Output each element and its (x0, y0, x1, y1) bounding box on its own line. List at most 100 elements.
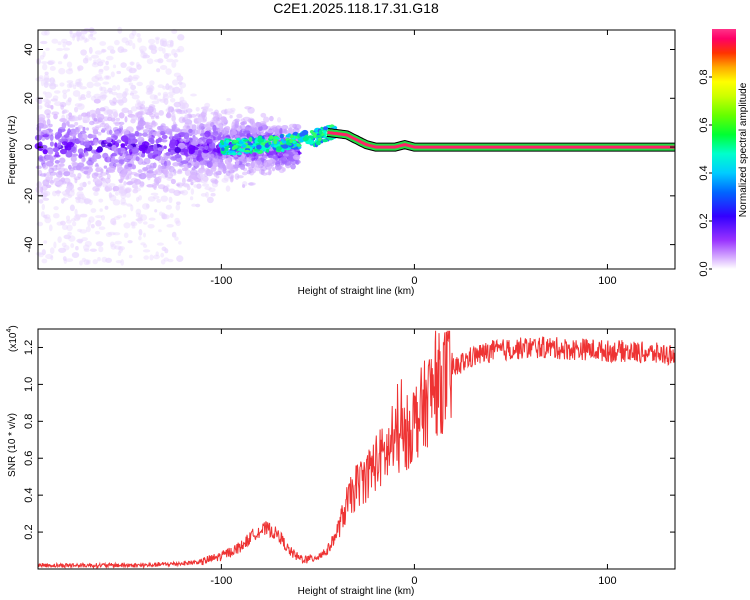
spectrogram-cell (35, 251, 43, 256)
spectrogram-cell (98, 198, 104, 203)
spectrogram-cell (117, 251, 122, 257)
spectrogram-cell (52, 79, 56, 85)
spectrogram-cell (154, 112, 160, 119)
spectrogram-cell (156, 198, 162, 203)
spectrogram-cell (245, 145, 251, 149)
spectrogram-cell (136, 125, 144, 130)
spectrogram-cell (153, 173, 157, 179)
spectrogram-cell (289, 135, 295, 138)
spectrogram-cell (222, 167, 227, 174)
spectrogram-cell (110, 218, 117, 225)
spectrogram-cell (263, 159, 267, 167)
spectrogram-cell (85, 259, 91, 263)
spectrogram-cell (92, 186, 100, 192)
spectrogram-cell (150, 48, 157, 55)
spectrogram-cell (156, 68, 161, 73)
spectrogram-cell (90, 208, 97, 213)
spectrogram-cell (117, 46, 125, 53)
spectrogram-cell (172, 86, 181, 94)
spectrogram-cell (283, 128, 288, 134)
spectrogram-cell (76, 34, 80, 42)
spectrogram-cell (228, 173, 235, 180)
spectrogram-cell (54, 101, 62, 107)
spectrogram-cell (171, 124, 177, 129)
spectrogram-cell (60, 220, 66, 226)
spectrogram-cell (63, 234, 72, 240)
spectrogram-cell (171, 48, 177, 56)
spectrogram-cell (196, 183, 202, 189)
spectrogram-cell (188, 148, 195, 155)
spectrogram-cell (83, 152, 89, 157)
spectrogram-cell (249, 129, 254, 133)
spectrogram-cell (260, 166, 268, 172)
spectrogram-cell (164, 98, 169, 105)
colorbar-tick-label: 0.4 (698, 165, 710, 180)
spectrogram-cell (142, 167, 149, 171)
spectrogram-cell (82, 166, 90, 170)
spectrogram-cell (130, 84, 137, 91)
spectrogram-cell (151, 120, 156, 125)
spectrogram-cell (61, 38, 68, 44)
spectrogram-cell (215, 175, 220, 179)
spectrogram-cell (120, 198, 126, 204)
spectrogram-cell (280, 138, 284, 142)
spectrogram-cell (110, 49, 116, 54)
spectrogram-cell (186, 185, 191, 191)
spectrogram-cell (44, 102, 50, 108)
spectrogram-cell (75, 164, 82, 171)
spectrogram-cell (89, 134, 97, 138)
spectrogram-cell (123, 222, 131, 229)
spectrogram-cell (136, 81, 143, 87)
spectrogram-cell (127, 145, 133, 149)
spectrogram-cell (49, 179, 54, 185)
spectrogram-cell (212, 124, 217, 132)
spectrogram-cell (197, 116, 203, 123)
spectrogram-cell (81, 112, 88, 117)
spectrogram-cell (256, 158, 262, 166)
spectrogram-cell (94, 50, 103, 55)
spectrogram-cell (108, 90, 114, 95)
spectrogram-cell (130, 61, 134, 66)
spectrogram-cell (77, 65, 84, 71)
spectrogram-cell (299, 132, 305, 138)
spectrogram-cell (145, 90, 153, 96)
spectrogram-cell (176, 201, 181, 205)
spectrogram-cell (241, 144, 247, 148)
spectrogram-cell (72, 90, 81, 97)
spectrogram-cell (225, 139, 230, 144)
spectrogram-cell (102, 152, 109, 159)
spectrogram-cell (40, 192, 48, 198)
spectrogram-cell (155, 251, 159, 257)
spectrogram-cell (132, 42, 136, 50)
spectrogram-cell (141, 141, 150, 147)
spectrogram-cell (61, 141, 68, 146)
spectrogram-cell (75, 246, 79, 251)
spectrogram-cell (162, 47, 166, 54)
spectrogram-cell (62, 41, 66, 48)
spectrogram-cell (142, 54, 150, 59)
spectrogram-cell (105, 75, 110, 79)
spectrogram-cell (138, 235, 142, 241)
spectrogram-cell (116, 70, 121, 75)
spectrogram-cell (152, 162, 157, 169)
spectrogram-cell (244, 126, 250, 132)
spectrogram-cell (147, 106, 154, 113)
spectrogram-cell (146, 87, 153, 93)
spectrogram-cell (42, 77, 50, 83)
spectrogram-cell (119, 186, 123, 191)
spectrogram-cell (54, 160, 60, 164)
spectrogram-cell (75, 31, 83, 37)
spectrogram-cell (99, 208, 103, 212)
spectrogram-cell (121, 107, 129, 114)
spectrogram-cell (105, 60, 109, 66)
spectrogram-cell (77, 228, 82, 232)
spectrogram-cell (116, 84, 121, 91)
spectrogram-cell (268, 135, 274, 140)
x-tick-label: 100 (598, 275, 616, 287)
spectrogram-y-ticks: -40 -20 0 20 40 (23, 43, 675, 253)
x-tick-label: -100 (210, 275, 232, 287)
y-tick-label: 0.4 (23, 488, 35, 503)
spectrogram-cell (79, 213, 88, 218)
spectrogram-cell (141, 153, 146, 158)
spectrogram-cell (43, 240, 48, 244)
